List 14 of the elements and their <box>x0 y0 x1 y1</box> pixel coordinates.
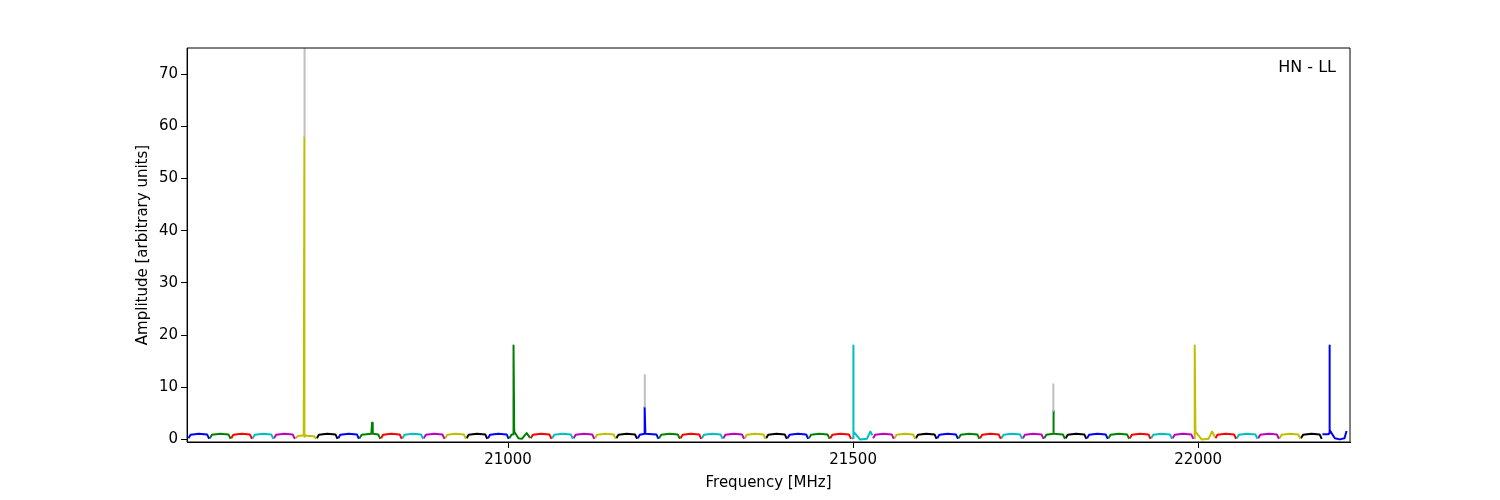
y-tick-label: 40 <box>158 220 179 239</box>
x-tick-label: 21500 <box>829 449 877 468</box>
y-axis-title: Amplitude [arbitrary units] <box>132 144 151 346</box>
x-tick-label: 22000 <box>1174 449 1223 468</box>
x-axis-title: Frequency [MHz] <box>705 472 832 491</box>
y-tick-label: 10 <box>158 377 179 396</box>
y-tick-label: 20 <box>158 324 179 343</box>
x-tick-label: 21000 <box>484 449 532 468</box>
annotation: HN - LL <box>1278 57 1337 77</box>
y-tick-label: 60 <box>158 116 179 135</box>
y-tick-label: 70 <box>158 63 179 82</box>
y-tick-label: 50 <box>158 168 179 187</box>
y-tick-label: 0 <box>168 429 179 448</box>
y-tick-label: 30 <box>158 272 179 291</box>
